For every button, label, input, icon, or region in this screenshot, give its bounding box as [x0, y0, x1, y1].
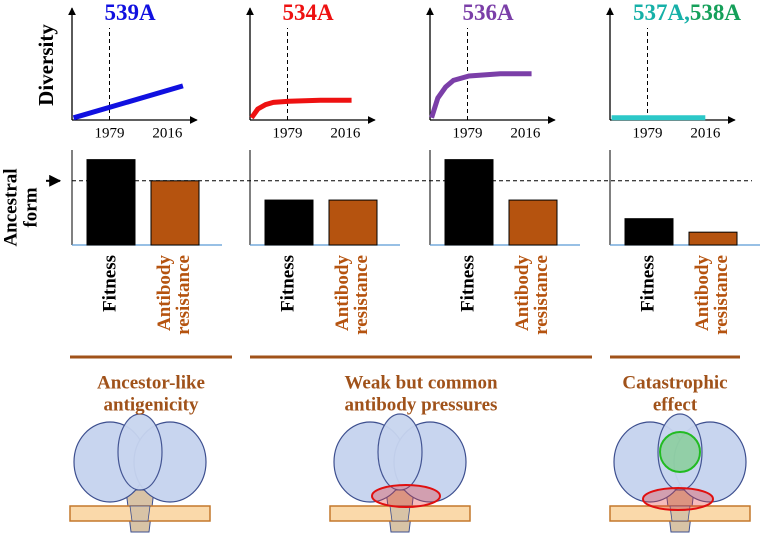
y-axis-label: Diversity [34, 24, 58, 106]
group-label: antibody pressures [345, 394, 498, 415]
line-series [429, 71, 532, 119]
x-tick-label: Fitness [99, 255, 120, 312]
epitope-site [642, 487, 714, 511]
x-tick-label: resistance [173, 255, 194, 335]
bar [264, 199, 314, 246]
title-part: 539A [104, 0, 156, 25]
x-tick-label: Antibody [154, 255, 175, 332]
x-tick-label: 2016 [152, 125, 183, 141]
line-series [72, 83, 184, 121]
x-tick-label: Fitness [277, 255, 298, 312]
x-tick-label: 2016 [690, 125, 721, 141]
x-tick-label: Fitness [637, 255, 658, 312]
x-tick-label: 1979 [453, 125, 483, 141]
epitope-site [659, 431, 701, 473]
title-part: 536A [462, 0, 514, 25]
bar [624, 218, 674, 246]
group-label: Ancestor-like [97, 372, 205, 393]
group-label: Catastrophic [622, 372, 727, 393]
bar [150, 180, 200, 246]
x-tick-label: 1979 [95, 125, 125, 141]
epitope-site [371, 484, 441, 508]
bar [444, 159, 494, 246]
bar [688, 231, 738, 246]
x-tick-label: 1979 [273, 125, 303, 141]
bar [86, 159, 136, 246]
x-tick-label: 1979 [633, 125, 663, 141]
group-label: antigenicity [104, 394, 199, 415]
x-tick-label: resistance [711, 255, 732, 335]
x-tick-label: resistance [351, 255, 372, 335]
protein-diagram [329, 413, 471, 533]
title-part: 538A [690, 0, 742, 25]
protein-diagram [69, 413, 211, 533]
x-tick-label: Antibody [512, 255, 533, 332]
x-tick-label: Antibody [692, 255, 713, 332]
chart-title: 539A [104, 0, 156, 25]
x-tick-label: Fitness [457, 255, 478, 312]
bar [508, 199, 558, 246]
title-part: 534A [282, 0, 334, 25]
x-tick-label: 2016 [510, 125, 541, 141]
group-label: effect [653, 394, 698, 415]
y-axis-label: Ancestral [0, 168, 21, 246]
title-part: 537A, [633, 0, 690, 25]
x-tick-label: resistance [531, 255, 552, 335]
y-axis-label: form [20, 187, 41, 227]
line-series [249, 97, 352, 120]
chart-title: 536A [462, 0, 514, 25]
group-label: Weak but common [344, 372, 498, 393]
bar [328, 199, 378, 246]
chart-title: 537A,538A [633, 0, 741, 25]
x-tick-label: 2016 [330, 125, 361, 141]
x-tick-label: Antibody [332, 255, 353, 332]
chart-title: 534A [282, 0, 334, 25]
